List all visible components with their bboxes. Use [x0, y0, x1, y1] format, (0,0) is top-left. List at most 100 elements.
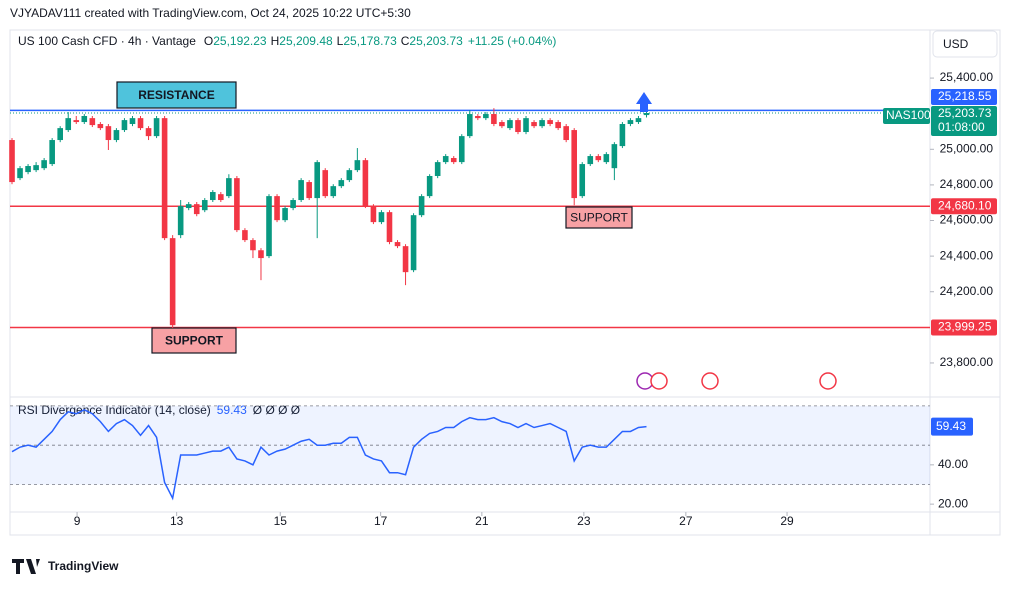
level-annotation-box	[565, 206, 633, 229]
candle-body	[507, 120, 513, 129]
candle-body	[25, 166, 31, 173]
candle-body	[33, 165, 39, 171]
y-tick-label: 23,800.00	[940, 355, 994, 369]
level-annotation-box	[116, 81, 237, 109]
x-tick-label: 21	[475, 514, 489, 528]
candle-body	[330, 186, 337, 197]
symbol: US 100 Cash CFD · 4h · Vantage	[18, 34, 196, 48]
candle-body	[434, 162, 441, 176]
legend-high: 25,209.48	[279, 34, 333, 48]
brand: TradingView	[48, 559, 119, 573]
brand-logo	[12, 559, 40, 574]
candle-body	[410, 215, 417, 271]
candle-body	[193, 204, 200, 215]
currency[interactable]: USD	[943, 37, 969, 51]
rsi-legend-value: 59.43	[217, 403, 247, 417]
candle-body	[121, 120, 128, 131]
up-arrow	[636, 92, 652, 112]
candle-body	[571, 130, 578, 199]
symbol-label: NAS100	[886, 108, 931, 122]
candle-body	[258, 250, 264, 259]
x-tick-label: 29	[780, 514, 794, 528]
candle-body	[370, 206, 377, 223]
candle-body	[418, 196, 425, 216]
frame	[9, 29, 1001, 536]
level-price-box	[931, 89, 997, 105]
rsi-extras: Ø Ø Ø Ø	[253, 403, 300, 417]
candle-body	[290, 200, 296, 209]
candle-body	[105, 126, 112, 141]
y-tick-label: 24,400.00	[940, 248, 994, 262]
symbol-legend: US 100 Cash CFD · 4h · Vantage O25,192.23…	[18, 34, 556, 48]
candle-body	[137, 118, 144, 129]
x-tick-label: 17	[374, 514, 388, 528]
candle-body	[563, 126, 569, 141]
candle-body	[169, 238, 176, 326]
level-annotation: SUPPORT	[570, 211, 628, 225]
candle-body	[539, 120, 545, 127]
level-price-label: 24,680.10	[938, 198, 992, 212]
candle-body	[338, 180, 345, 187]
y-tick-label: 24,200.00	[940, 284, 994, 298]
candle-body	[81, 115, 88, 123]
credit: VJYADAV111 created with TradingView.com,…	[10, 6, 411, 20]
candle-body	[57, 128, 63, 141]
candle-body	[627, 120, 634, 125]
currency-button[interactable]	[932, 30, 998, 58]
candle-body	[250, 240, 256, 251]
candle-body	[362, 160, 369, 207]
level-price-box	[931, 319, 997, 336]
x-tick-label: 13	[170, 514, 184, 528]
level-price-label: 25,218.55	[938, 89, 992, 103]
candle-body	[402, 246, 409, 273]
candle-body	[442, 156, 449, 163]
candle-body	[386, 212, 393, 243]
candle-body	[145, 128, 152, 137]
candle-body	[450, 158, 457, 163]
candle-body	[201, 200, 208, 211]
candle-body	[17, 168, 23, 179]
candle-body	[209, 192, 216, 201]
candle-body	[97, 124, 104, 129]
x-tick-label: 27	[679, 514, 693, 528]
candle-body	[314, 162, 321, 199]
level-price-label: 23,999.25	[938, 320, 992, 334]
y-tick-label: 25,000.00	[940, 141, 994, 155]
candle-body	[153, 118, 160, 137]
candle-body	[322, 170, 329, 197]
candle-body	[555, 122, 561, 129]
candle-body	[394, 242, 401, 247]
candle-body	[274, 196, 280, 221]
rsi-value-box	[931, 417, 973, 436]
candle-body	[9, 140, 15, 183]
level-annotation: RESISTANCE	[138, 88, 214, 102]
y-tick-label: 24,800.00	[940, 177, 994, 191]
level-price-box	[931, 198, 997, 215]
candle-body	[595, 156, 602, 161]
candle-body	[266, 196, 272, 257]
candle-body	[635, 118, 642, 123]
x-tick-label: 15	[274, 514, 288, 528]
candle-body	[73, 120, 80, 123]
candle-body	[65, 118, 72, 131]
candle-body	[587, 156, 594, 165]
legend-close: 25,203.73	[409, 34, 463, 48]
candle-body	[49, 140, 55, 165]
x-tick-label: 9	[74, 514, 81, 528]
candle-body	[475, 115, 481, 119]
candle-body	[466, 114, 473, 137]
y-tick-label: 25,400.00	[940, 70, 994, 84]
candle-body	[531, 122, 537, 127]
candle-body	[458, 136, 465, 163]
candle-body	[603, 154, 610, 163]
rsi-line	[11, 408, 647, 501]
candle-body	[483, 114, 489, 119]
legend-change: +11.25 (+0.04%)	[468, 34, 557, 48]
event-icons	[636, 372, 837, 390]
candle-body	[41, 160, 47, 169]
candle-body	[242, 230, 248, 241]
candle-body	[306, 182, 312, 199]
last-price-box	[931, 106, 997, 136]
candle-body	[89, 118, 96, 126]
